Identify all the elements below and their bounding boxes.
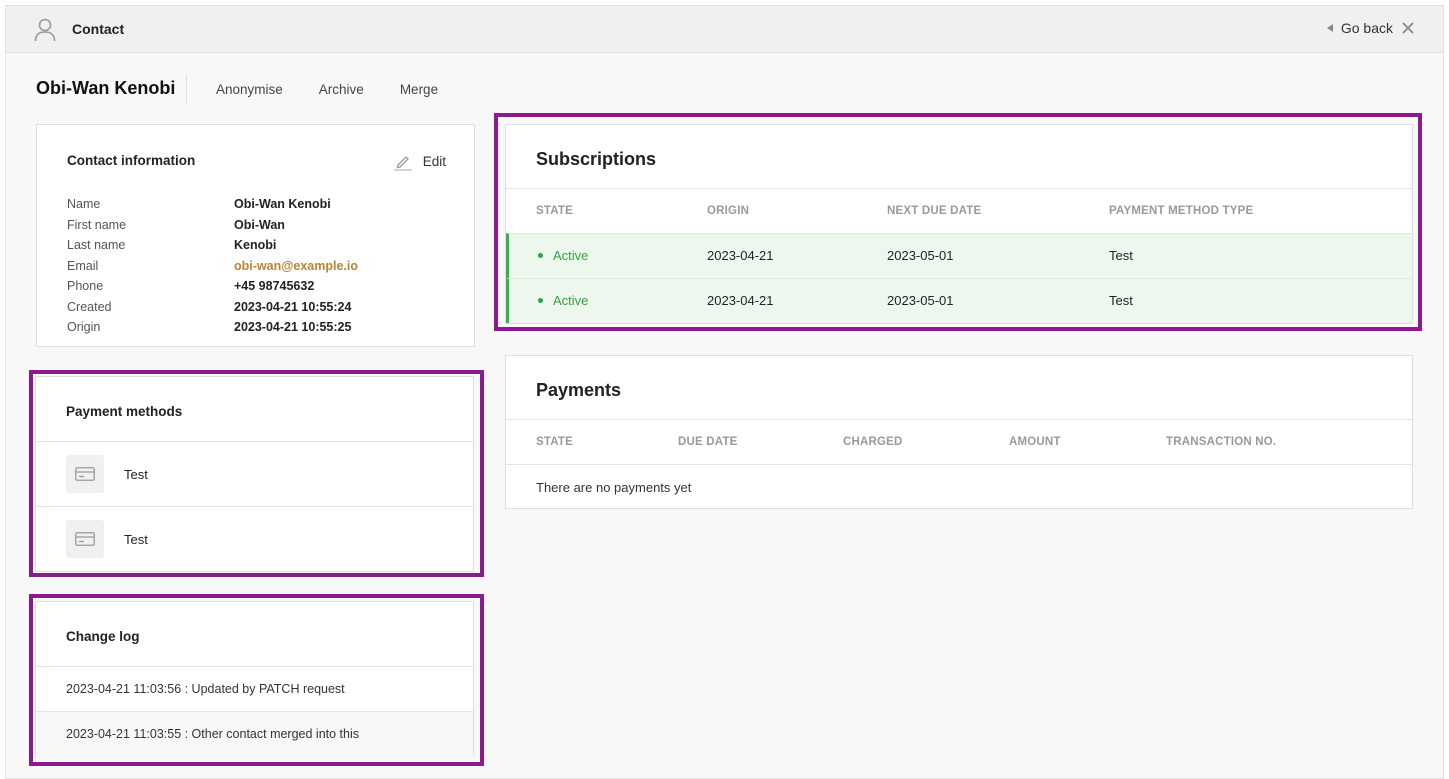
origin-cell: 2023-04-21 [707,293,774,308]
info-value: 2023-04-21 10:55:24 [234,299,352,314]
change-log-entry: 2023-04-21 11:03:55 : Other contact merg… [36,711,473,756]
info-label: Phone [67,279,104,294]
contact-info-card: Contact information Edit Name Obi-Wan Ken… [36,124,475,347]
divider [506,464,1412,465]
archive-button[interactable]: Archive [318,82,364,97]
action-bar: Anonymise Archive Merge [216,82,438,97]
column-header[interactable]: CHARGED [843,436,903,448]
status-dot-icon [538,253,543,258]
payment-method-item[interactable]: Test [36,441,473,506]
info-label: Name [67,197,101,212]
info-value: Kenobi [234,238,277,253]
info-value: Obi-Wan [234,217,285,232]
change-log-highlight [29,594,484,766]
close-icon[interactable] [1401,21,1415,35]
method-cell: Test [1109,248,1133,263]
info-label: Created [67,299,112,314]
column-header[interactable]: AMOUNT [1009,436,1061,448]
info-label: Origin [67,320,101,335]
column-header[interactable]: STATE [536,436,573,448]
info-label: First name [67,217,127,232]
payment-method-item[interactable]: Test [36,506,473,571]
email-link[interactable]: obi-wan@example.io [234,258,359,273]
info-row-first-name: First name Obi-Wan [67,215,358,236]
subscription-row[interactable]: Active 2023-04-21 2023-05-01 Test [506,278,1412,323]
status-badge: Active [538,293,588,308]
column-header[interactable]: STATE [536,205,573,217]
info-row-created: Created 2023-04-21 10:55:24 [67,297,358,318]
pencil-icon [393,156,412,171]
back-arrow-icon [1326,24,1333,32]
page-title: Contact [72,21,125,37]
column-header[interactable]: PAYMENT METHOD TYPE [1109,205,1254,217]
info-row-origin: Origin 2023-04-21 10:55:25 [67,317,358,338]
merge-button[interactable]: Merge [399,82,439,97]
payments-title: Payments [536,380,622,400]
info-value: 2023-04-21 10:55:25 [234,320,352,335]
next-due-cell: 2023-05-01 [887,248,954,263]
info-label: Last name [67,238,126,253]
change-log-entry: 2023-04-21 11:03:56 : Updated by PATCH r… [36,666,473,711]
status-badge: Active [538,248,588,263]
change-log-title: Change log [66,629,140,644]
contact-name: Obi-Wan Kenobi [36,78,176,98]
subscription-row[interactable]: Active 2023-04-21 2023-05-01 Test [506,233,1412,278]
column-header[interactable]: DUE DATE [678,436,738,448]
status-label: Active [553,293,589,308]
go-back-label: Go back [1340,20,1393,36]
credit-card-icon [66,520,104,558]
go-back-button[interactable]: Go back [1326,20,1393,36]
next-due-cell: 2023-05-01 [887,293,954,308]
info-value: Obi-Wan Kenobi [234,197,331,212]
edit-button[interactable]: Edit [393,151,446,171]
change-log-card: Change log 2023-04-21 11:03:56 : Updated… [35,601,474,756]
info-value: +45 98745632 [234,279,315,294]
subscriptions-table-header: STATE ORIGIN NEXT DUE DATE PAYMENT METHO… [506,188,1412,233]
payment-methods-title: Payment methods [66,404,183,419]
payment-methods-highlight [29,370,484,577]
user-icon [34,18,56,42]
contact-info-title: Contact information [67,153,196,168]
payment-method-label: Test [124,531,148,547]
column-header[interactable]: ORIGIN [707,205,750,217]
empty-state-message: There are no payments yet [536,480,692,495]
payments-table-header: STATE DUE DATE CHARGED AMOUNT TRANSACTIO… [506,419,1412,464]
method-cell: Test [1109,293,1133,308]
status-label: Active [553,248,589,263]
subscriptions-card: Subscriptions STATE ORIGIN NEXT DUE DATE… [505,124,1413,324]
subscriptions-title: Subscriptions [536,149,657,169]
top-bar: Contact Go back [6,6,1443,53]
anonymise-button[interactable]: Anonymise [216,82,283,97]
status-dot-icon [538,298,543,303]
info-row-email: Email obi-wan@example.io [67,256,358,277]
info-label: Email [67,258,99,273]
credit-card-icon [66,455,104,493]
payment-methods-card: Payment methods Test Test [35,376,474,572]
edit-label: Edit [422,153,446,169]
payments-card: Payments STATE DUE DATE CHARGED AMOUNT T… [505,355,1413,509]
payment-method-label: Test [124,466,148,482]
info-row-last-name: Last name Kenobi [67,235,358,256]
subscriptions-highlight [494,113,1422,331]
column-header[interactable]: NEXT DUE DATE [887,205,982,217]
info-row-name: Name Obi-Wan Kenobi [67,194,358,215]
divider [186,74,187,104]
info-row-phone: Phone +45 98745632 [67,276,358,297]
column-header[interactable]: TRANSACTION NO. [1166,436,1277,448]
origin-cell: 2023-04-21 [707,248,774,263]
